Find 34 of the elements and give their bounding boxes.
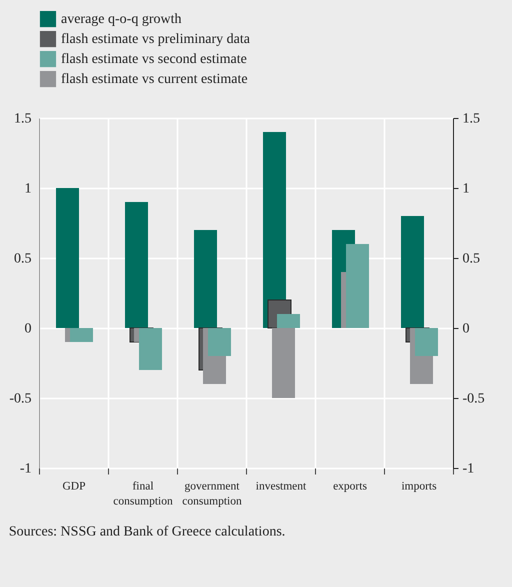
y2-tick-label: 0 bbox=[462, 322, 470, 336]
bar bbox=[346, 244, 369, 328]
y-tick-label: 1 bbox=[24, 182, 32, 196]
y2-tick-label: -0.5 bbox=[462, 392, 485, 406]
bar bbox=[56, 188, 79, 328]
y-tick-label: 1.5 bbox=[14, 112, 32, 126]
x-tick-label: final consumption bbox=[113, 480, 173, 508]
bar bbox=[139, 328, 162, 370]
bar bbox=[125, 202, 148, 328]
y2-tick-label: 1 bbox=[462, 182, 470, 196]
bar bbox=[194, 230, 217, 328]
y2-tick-label: -1 bbox=[462, 462, 474, 476]
x-tick-label: imports bbox=[401, 480, 438, 492]
y-tick-label: -1 bbox=[20, 462, 32, 476]
bar bbox=[208, 328, 231, 356]
x-tick-label: GDP bbox=[62, 480, 86, 492]
legend-label: flash estimate vs preliminary data bbox=[61, 32, 251, 47]
bar bbox=[272, 328, 295, 398]
y2-tick-label: 0.5 bbox=[462, 252, 480, 266]
y-tick-label: 0.5 bbox=[14, 252, 32, 266]
legend-label: flash estimate vs current estimate bbox=[61, 72, 248, 87]
x-tick-label: investment bbox=[256, 480, 308, 492]
source-note: Sources: NSSG and Bank of Greece calculations. bbox=[8, 524, 286, 540]
x-tick-label: exports bbox=[333, 480, 368, 492]
legend-label: flash estimate vs second estimate bbox=[61, 52, 247, 67]
y2-tick-label: 1.5 bbox=[462, 112, 480, 126]
x-tick-label: government consumption bbox=[182, 480, 242, 508]
bar bbox=[70, 328, 93, 342]
y-tick-label: 0 bbox=[24, 322, 32, 336]
bar bbox=[277, 314, 300, 328]
bar bbox=[415, 328, 438, 356]
legend-label: average q-o-q growth bbox=[61, 12, 182, 27]
y-tick-label: -0.5 bbox=[9, 392, 32, 406]
bar bbox=[401, 216, 424, 328]
